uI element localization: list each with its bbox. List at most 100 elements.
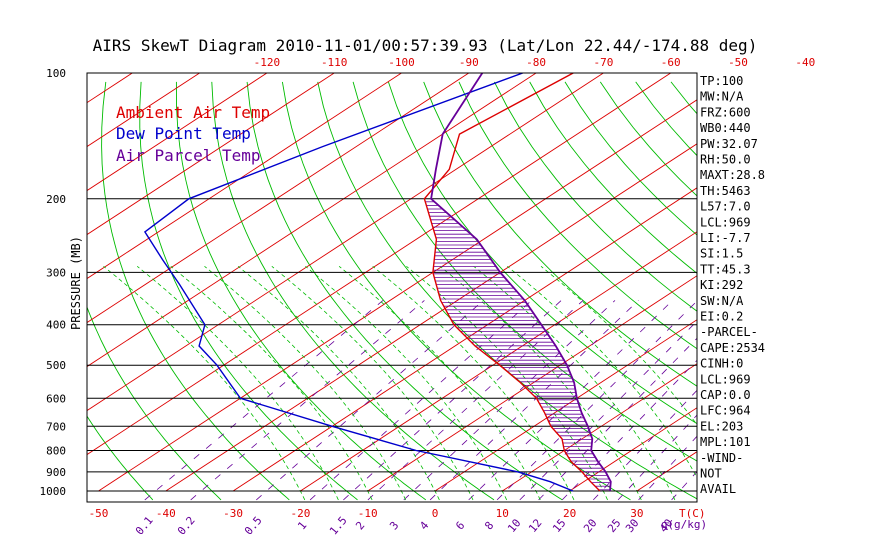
pressure-tick-label: 700 [46,420,66,433]
index-item: CINH:0 [700,357,743,371]
isotherm-line [569,407,697,492]
isotherm-line [87,73,200,148]
dry-adiabat-line [458,81,697,350]
dry-adiabat-line [317,81,697,500]
legend-ambient-air-temp: Ambient Air Temp [116,103,270,122]
isotherm-line [165,143,697,492]
pressure-tick-label: 500 [46,359,66,372]
isotherm-line [87,73,604,412]
bottom-temp-tick-label: -20 [290,507,310,520]
index-item: -WIND- [700,451,743,465]
moist-adiabat-line [170,265,373,501]
mixing-ratio-line [190,300,425,501]
index-item: CAP:0.0 [700,388,751,402]
index-item: SW:N/A [700,294,744,308]
pressure-tick-label: 800 [46,445,66,458]
dry-adiabat-line [352,81,697,462]
mixing-ratio-tick-label: 8 [482,519,496,532]
isotherm-line [300,231,697,492]
moist-adiabat-line [540,265,697,426]
bottom-temp-axis: -50 -40 -30 -20 -10 0 10 20 30 T(C) [89,507,706,520]
isotherm-line [367,275,697,492]
top-temp-tick-label: -120 [254,56,281,69]
index-item: TP:100 [700,74,743,88]
index-item: LCL:969 [700,372,751,386]
cape-hatching [425,201,611,491]
mixing-ratio-line [309,300,532,501]
dry-adiabats [0,81,870,501]
isotherm-line [636,451,697,492]
isotherm-line [772,73,870,491]
mixing-ratio-tick-label: 0.1 [133,514,156,538]
dew-point-temp-line [143,73,574,492]
mixing-ratio-tick-label: 0.5 [242,514,265,538]
pressure-axis: 100 200 300 400 500 600 700 800 900 1000 [40,67,67,498]
dry-adiabat-line [175,81,427,501]
bottom-temp-tick-label: 0 [432,507,439,520]
isotherm-line [839,73,870,491]
dry-adiabat-line [139,81,358,501]
isotherms [87,73,870,492]
dry-adiabat-line [0,82,16,500]
plot-frame [86,72,698,503]
mixing-ratio-tick-label: 1.5 [327,514,350,538]
legend: Ambient Air Temp Dew Point Temp Air Parc… [116,103,270,165]
mixing-ratio-tick-label: 1 [295,519,309,532]
isotherm-line [232,187,697,492]
y-axis-label: PRESSURE (MB) [69,236,83,330]
pressure-tick-label: 1000 [40,485,67,498]
isotherm-line [87,73,470,324]
dry-adiabat-line [423,81,697,387]
dry-adiabat-line [777,82,870,500]
moist-adiabat-line [338,265,541,501]
dry-adiabat-line [211,81,495,501]
isotherm-line [434,319,697,492]
bottom-temp-tick-label: 10 [496,507,509,520]
index-item: EI:0.2 [700,310,743,324]
index-item: LFC:964 [700,404,751,418]
isotherm-line [87,73,671,456]
index-item: EL:203 [700,419,743,433]
mixing-ratio-axis: 0.1 0.2 0.5 1 1.5 2 3 4 6 8 10 12 15 20 25 30 40q(g/kg) [133,514,707,538]
index-item: SI:1.5 [700,247,743,261]
pressure-tick-label: 300 [46,266,66,279]
top-temp-tick-label: -60 [661,56,681,69]
top-temp-tick-label: -110 [321,56,348,69]
dry-adiabat-line [87,305,222,501]
index-item: TH:5463 [700,184,751,198]
moist-adiabats [103,265,697,501]
index-item: AVAIL [700,482,736,496]
isotherm-line [98,99,697,492]
index-item: PW:32.07 [700,137,758,151]
dry-adiabat-line [246,81,563,501]
dry-adiabat-line [742,82,870,500]
ambient-air-temp-line [423,73,601,492]
isotherm-line [87,73,335,236]
index-item: LCL:969 [700,215,751,229]
top-temp-tick-label: -50 [728,56,748,69]
bottom-temp-tick-label: 20 [563,507,576,520]
index-item: CAPE:2534 [700,341,765,355]
profiles [143,73,612,492]
legend-dew-point-temp: Dew Point Temp [116,124,251,143]
dry-adiabat-line [848,82,870,500]
index-item: TT:45.3 [700,262,751,276]
top-temp-tick-label: -90 [459,56,479,69]
legend-air-parcel-temp: Air Parcel Temp [116,146,261,165]
mixing-ratio-tick-label: 0.2 [175,514,198,538]
chart-title: AIRS SkewT Diagram 2010-11-01/00:57:39.9… [93,36,758,55]
bottom-temp-tick-label: -30 [223,507,243,520]
index-item: FRZ:600 [700,105,751,119]
bottom-temp-tick-label: -50 [89,507,109,520]
top-temp-tick-label: -80 [526,56,546,69]
pressure-tick-label: 600 [46,392,66,405]
index-item: MAXT:28.8 [700,168,765,182]
moist-adiabat-line [271,265,474,501]
dry-adiabat-line [812,82,870,500]
index-item: WB0:440 [700,121,751,135]
mixing-ratio-tick-label: 3 [387,519,401,532]
mixing-ratio-tick-label: 4 [417,519,431,533]
dry-adiabat-line [87,415,154,501]
